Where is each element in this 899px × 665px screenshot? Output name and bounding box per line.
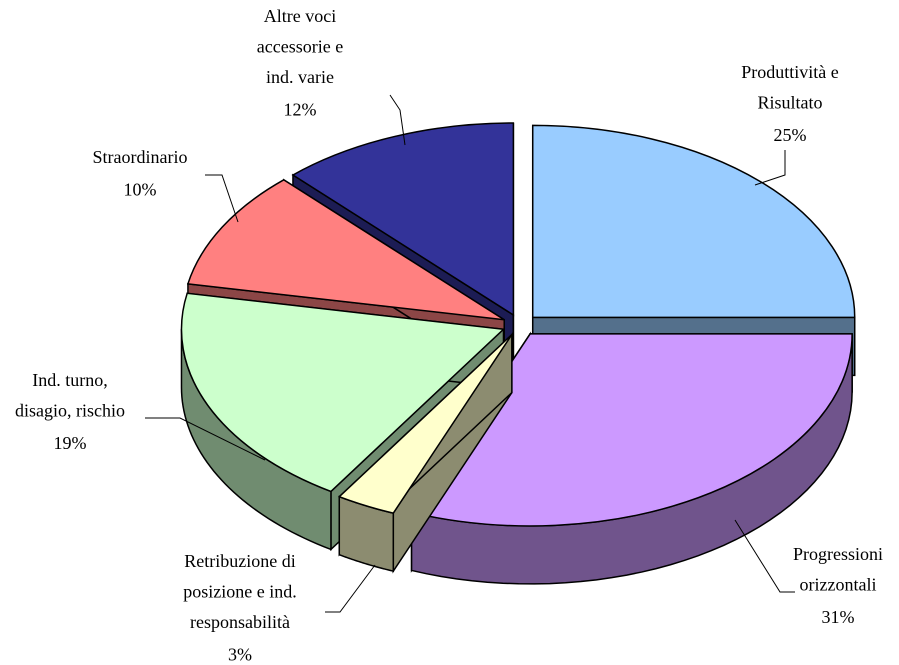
slice-top <box>531 124 856 319</box>
category-label: Retribuzione di <box>184 551 295 571</box>
value-label: 31% <box>822 607 855 627</box>
category-label: Straordinario <box>93 147 188 167</box>
leader-line <box>754 150 786 186</box>
slice <box>337 332 513 574</box>
value-label: 3% <box>228 645 252 665</box>
category-label: Ind. turno, <box>32 370 108 390</box>
slice-top <box>186 178 505 321</box>
slice-top <box>291 122 515 317</box>
category-label: responsabilità <box>190 612 290 632</box>
category-label: posizione e ind. <box>183 582 296 602</box>
slice-top <box>180 292 506 493</box>
category-label: orizzontali <box>800 575 877 595</box>
category-label: accessorie e <box>257 37 343 57</box>
value-label: 10% <box>124 180 157 200</box>
leader-line <box>325 564 376 613</box>
slice-top <box>410 333 853 527</box>
category-label: ind. varie <box>266 67 334 87</box>
category-label: Progressioni <box>793 544 883 564</box>
value-label: 25% <box>774 125 807 145</box>
category-label: Produttività e <box>741 62 839 82</box>
leader-line <box>734 519 795 593</box>
value-label: 12% <box>284 100 317 120</box>
slice-top <box>337 334 513 514</box>
leader-line <box>205 174 239 223</box>
leader-line <box>145 417 266 461</box>
category-label: Risultato <box>757 93 822 113</box>
category-label: disagio, rischio <box>15 401 125 421</box>
value-label: 19% <box>54 433 87 453</box>
leader-line <box>389 94 406 146</box>
category-label: Altre voci <box>264 6 336 26</box>
